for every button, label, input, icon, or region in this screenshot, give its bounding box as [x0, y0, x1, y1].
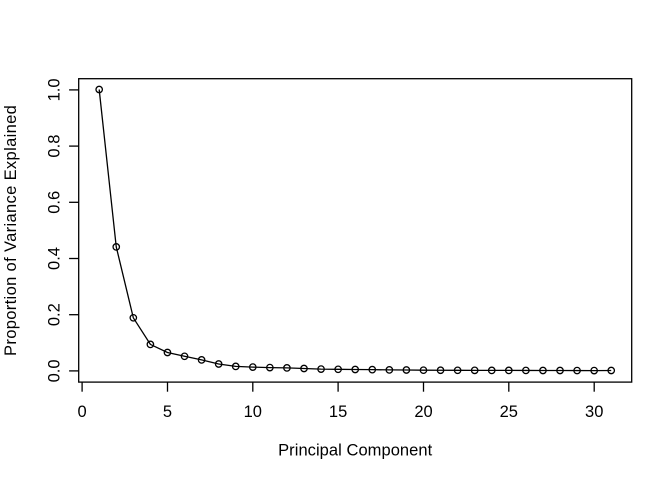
- svg-text:Principal Component: Principal Component: [278, 442, 432, 460]
- svg-text:0.0: 0.0: [46, 359, 64, 382]
- svg-text:25: 25: [500, 403, 518, 421]
- svg-text:10: 10: [244, 403, 262, 421]
- svg-text:Proportion of Variance Explain: Proportion of Variance Explained: [2, 105, 20, 356]
- svg-text:30: 30: [585, 403, 603, 421]
- svg-text:0.4: 0.4: [46, 247, 64, 270]
- svg-text:0.8: 0.8: [46, 135, 64, 158]
- svg-text:0: 0: [78, 403, 87, 421]
- svg-text:15: 15: [329, 403, 347, 421]
- svg-text:0.2: 0.2: [46, 303, 64, 326]
- svg-text:1.0: 1.0: [46, 78, 64, 101]
- svg-text:20: 20: [414, 403, 432, 421]
- svg-text:0.6: 0.6: [46, 191, 64, 214]
- svg-text:5: 5: [163, 403, 172, 421]
